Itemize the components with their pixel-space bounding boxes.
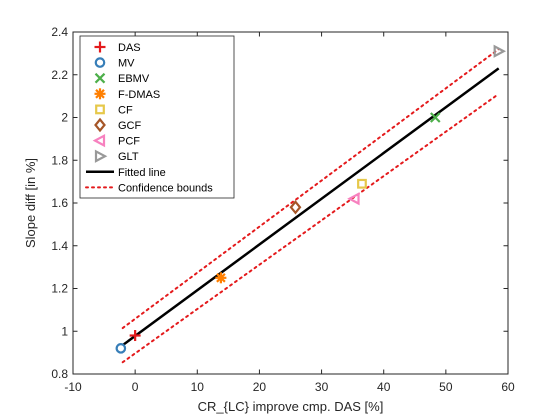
legend-marker-gcf <box>94 117 106 133</box>
y-axis-label: Slope diff [in %] <box>23 158 38 248</box>
data-point-ebmv <box>430 112 441 123</box>
data-point-gcf <box>289 200 302 215</box>
y-tick-label: 1.8 <box>51 153 68 167</box>
legend-label: GLT <box>118 151 139 163</box>
x-axis-label: CR_{LC} improve cmp. DAS [%] <box>198 399 384 414</box>
y-tick-label: 1 <box>61 324 68 338</box>
x-tick-label: 40 <box>377 380 391 394</box>
legend-marker-pcf <box>92 133 106 148</box>
legend-label: PCF <box>118 136 140 148</box>
y-tick-label: 2.4 <box>51 25 68 39</box>
legend-label: EBMV <box>118 73 150 85</box>
y-tick-label: 2.2 <box>51 68 68 82</box>
legend-marker-f-dmas <box>94 88 106 100</box>
legend-label: Confidence bounds <box>118 182 213 194</box>
legend-marker-glt <box>94 149 108 163</box>
y-tick-label: 1.4 <box>51 239 68 253</box>
confidence-bound-upper <box>121 48 500 330</box>
x-tick-label: 0 <box>132 380 139 394</box>
legend-marker-cf <box>95 104 105 115</box>
fitted-line <box>121 67 500 347</box>
x-tick-label: 20 <box>253 380 267 394</box>
x-tick-label: 50 <box>439 380 453 394</box>
y-tick-label: 1.6 <box>51 196 68 210</box>
legend-marker-ebmv <box>94 72 106 84</box>
y-tick-label: 2 <box>61 111 68 125</box>
legend-label: F-DMAS <box>118 89 160 101</box>
data-point-das <box>129 330 141 342</box>
data-point-pcf <box>347 192 360 206</box>
legend-label: DAS <box>118 42 141 54</box>
y-tick-label: 1.2 <box>51 282 68 296</box>
legend-label: Fitted line <box>118 167 166 179</box>
x-tick-label: 10 <box>191 380 205 394</box>
legend-marker-mv <box>94 57 106 68</box>
x-tick-label: 60 <box>501 380 515 394</box>
legend-marker-das <box>94 41 106 53</box>
x-tick-label: -10 <box>64 380 82 394</box>
confidence-bound-lower <box>121 92 500 364</box>
legend-label: MV <box>118 58 135 70</box>
data-point-f-dmas <box>215 272 227 284</box>
legend: DAS MV EBMV F-DMAS CF GCF PCF GLT Fitted line Con… <box>79 35 235 199</box>
data-point-cf <box>357 178 367 189</box>
legend-label: GCF <box>118 120 142 132</box>
legend-label: CF <box>118 104 133 116</box>
data-point-mv <box>115 343 127 354</box>
data-point-glt <box>493 44 507 58</box>
x-tick-label: 30 <box>315 380 329 394</box>
y-tick-label: 0.8 <box>51 367 68 381</box>
